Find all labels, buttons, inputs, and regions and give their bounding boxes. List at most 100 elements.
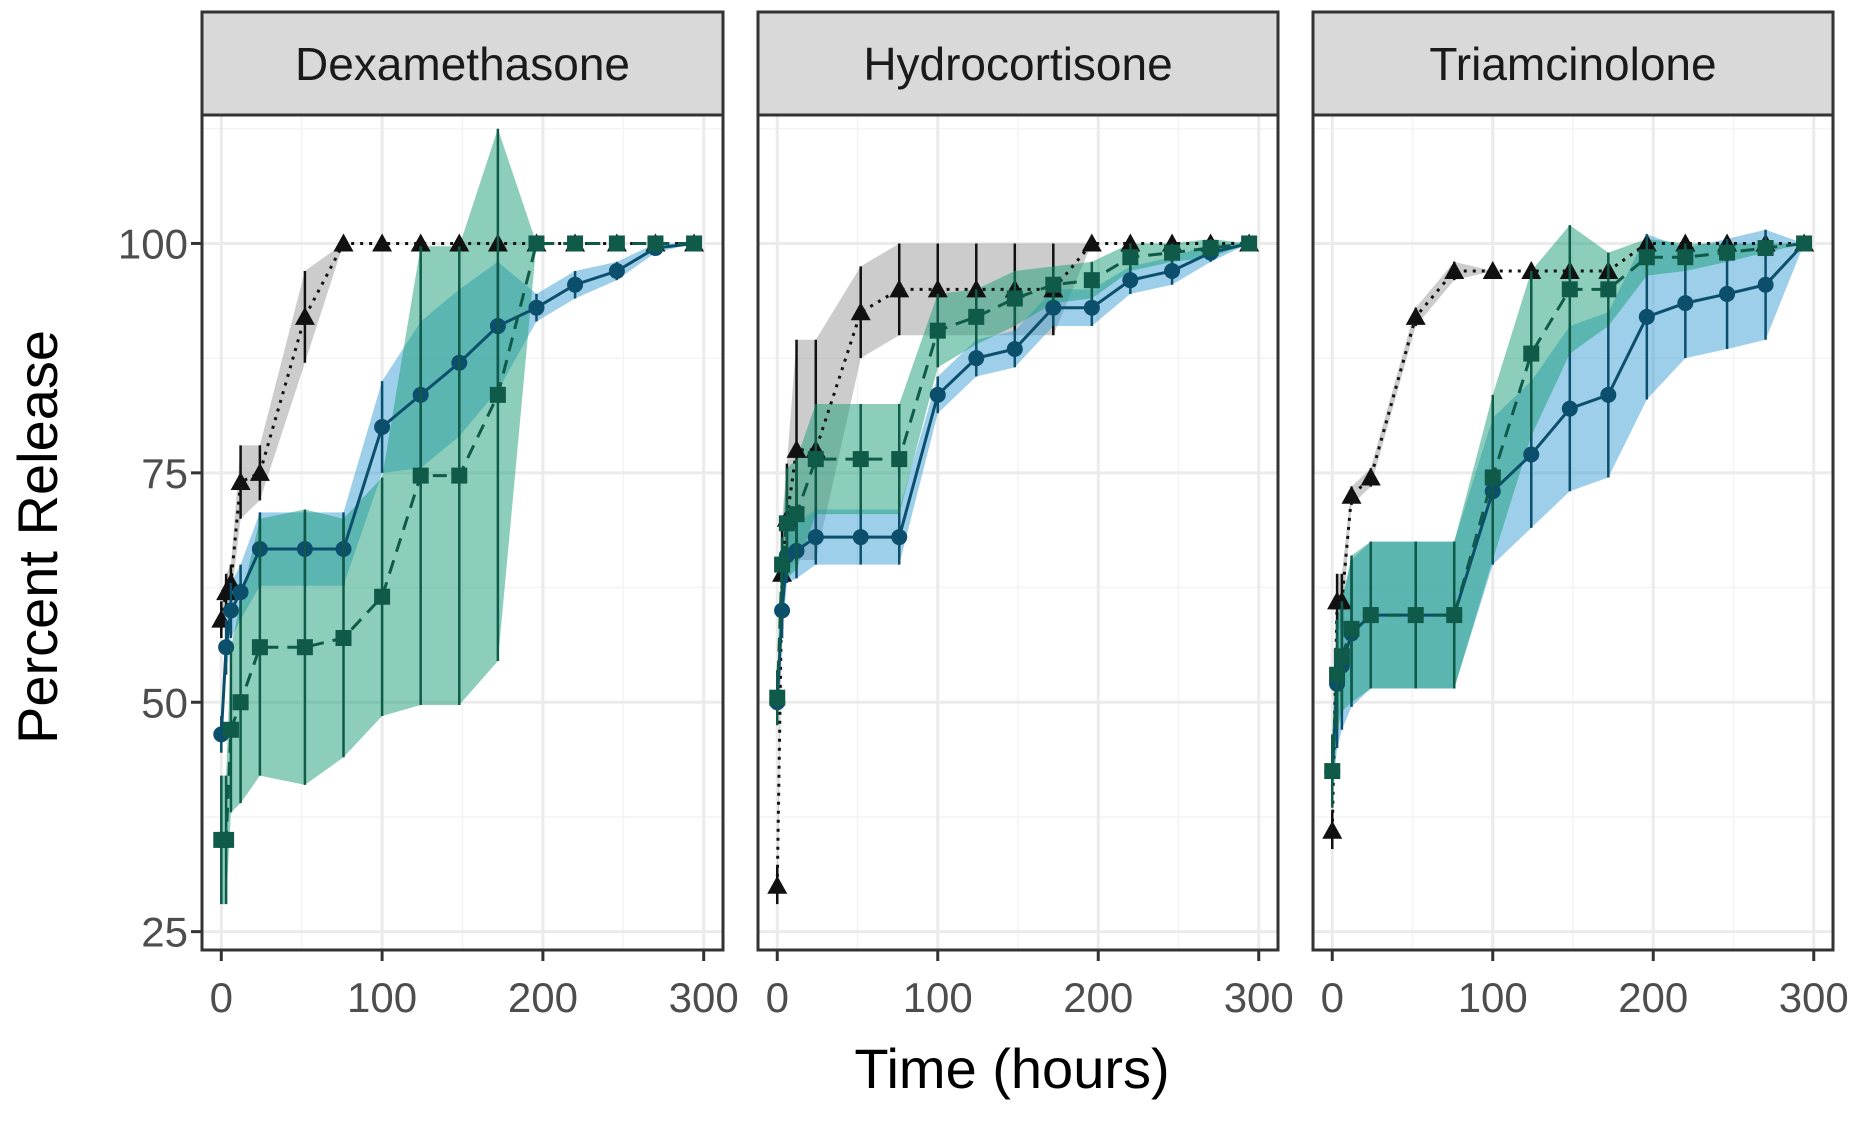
data-point-circle <box>1757 276 1774 293</box>
data-point-square <box>1446 607 1463 624</box>
series-line-triangle <box>775 241 1250 886</box>
series-band-square <box>1332 225 1805 808</box>
x-tick-label: 100 <box>903 974 973 1021</box>
data-point-square <box>891 451 908 468</box>
data-point-triangle <box>449 233 470 252</box>
data-point-triangle <box>249 462 270 481</box>
data-point-square <box>1484 469 1501 486</box>
x-tick-label: 0 <box>766 974 789 1021</box>
data-point-circle <box>232 584 249 601</box>
data-point-triangle <box>1444 260 1465 279</box>
panel-title: Triamcinolone <box>1429 38 1716 90</box>
data-point-square <box>251 639 268 656</box>
data-point-circle <box>852 529 869 546</box>
x-tick-label: 0 <box>1321 974 1344 1021</box>
data-point-square <box>1757 240 1774 257</box>
panel-hydrocortisone: Hydrocortisone 0 100 200 300 <box>756 10 1294 1021</box>
data-point-triangle <box>1360 467 1381 486</box>
data-point-circle <box>528 299 545 316</box>
data-point-square <box>769 689 786 706</box>
data-point-square <box>374 588 391 605</box>
panel-dexamethasone: Dexamethasone 0 100 200 300 <box>200 10 739 1021</box>
y-tick-label: 100 <box>118 220 188 267</box>
panel-border <box>200 113 725 952</box>
data-point-triangle <box>1322 820 1343 839</box>
data-point-circle <box>222 602 239 619</box>
data-point-triangle <box>966 279 987 298</box>
series-line-square <box>221 241 695 842</box>
data-point-triangle <box>410 233 431 252</box>
data-point-triangle <box>333 233 354 252</box>
data-point-square <box>788 506 805 523</box>
data-point-circle <box>929 386 946 403</box>
y-tick-label: 25 <box>141 909 188 956</box>
data-point-square <box>807 451 824 468</box>
data-point-square <box>1407 607 1424 624</box>
data-point-square <box>489 386 506 403</box>
data-point-square <box>1202 240 1219 257</box>
data-point-square <box>1677 249 1694 266</box>
x-tick-label: 300 <box>1779 974 1849 1021</box>
data-point-square <box>1164 244 1181 261</box>
series-band-square <box>221 128 695 905</box>
x-tick-label: 0 <box>210 974 233 1021</box>
data-point-triangle <box>927 279 948 298</box>
x-axis-title: Time (hours) <box>854 1037 1169 1100</box>
data-point-circle <box>1164 262 1181 279</box>
data-point-square <box>1122 249 1139 266</box>
data-point-square <box>218 831 235 848</box>
data-point-circle <box>1677 295 1694 312</box>
data-point-triangle <box>1081 233 1102 252</box>
data-point-square <box>1638 249 1655 266</box>
data-point-square <box>608 235 625 252</box>
data-point-circle <box>807 529 824 546</box>
data-point-triangle <box>1405 306 1426 325</box>
x-tick-label: 100 <box>347 974 417 1021</box>
data-point-square <box>1006 290 1023 307</box>
y-axis-title: Percent Release <box>6 330 69 744</box>
data-point-circle <box>1561 400 1578 417</box>
data-point-square <box>968 308 985 325</box>
data-point-triangle <box>889 279 910 298</box>
axis-labels-layer: 25 50 75 100 <box>118 220 202 956</box>
data-point-triangle <box>850 302 871 321</box>
data-point-circle <box>1719 285 1736 302</box>
data-point-square <box>335 630 352 647</box>
series-band-circle <box>777 243 1250 721</box>
data-point-circle <box>774 602 791 619</box>
panel-strip <box>1311 10 1835 117</box>
x-tick-label: 300 <box>669 974 739 1021</box>
data-point-circle <box>1600 386 1617 403</box>
data-point-square <box>232 694 249 711</box>
x-tick-label: 200 <box>508 974 578 1021</box>
data-point-circle <box>1083 299 1100 316</box>
data-point-triangle <box>1331 591 1352 610</box>
x-tick-label: 300 <box>1224 974 1294 1021</box>
x-tick-label: 100 <box>1458 974 1528 1021</box>
data-point-square <box>412 467 429 484</box>
data-point-triangle <box>767 875 788 894</box>
data-point-square <box>528 235 545 252</box>
x-tick-label: 200 <box>1618 974 1688 1021</box>
data-point-square <box>567 235 584 252</box>
y-tick-label: 75 <box>141 450 188 497</box>
panel-title: Hydrocortisone <box>863 38 1172 90</box>
series-line-circle <box>219 241 695 735</box>
data-point-circle <box>608 262 625 279</box>
data-point-square <box>1796 235 1813 252</box>
panel-border <box>1311 113 1835 952</box>
data-point-square <box>1083 272 1100 289</box>
data-point-circle <box>891 529 908 546</box>
data-point-square <box>1324 763 1341 780</box>
data-point-square <box>1600 281 1617 298</box>
data-point-square <box>451 467 468 484</box>
data-point-triangle <box>1120 233 1141 252</box>
panel-triamcinolone: Triamcinolone 0 100 200 300 <box>1311 10 1849 1021</box>
data-point-triangle <box>1341 485 1362 504</box>
series-line-square <box>1330 241 1805 772</box>
data-point-square <box>1561 281 1578 298</box>
data-point-circle <box>1045 299 1062 316</box>
data-point-square <box>1045 276 1062 293</box>
